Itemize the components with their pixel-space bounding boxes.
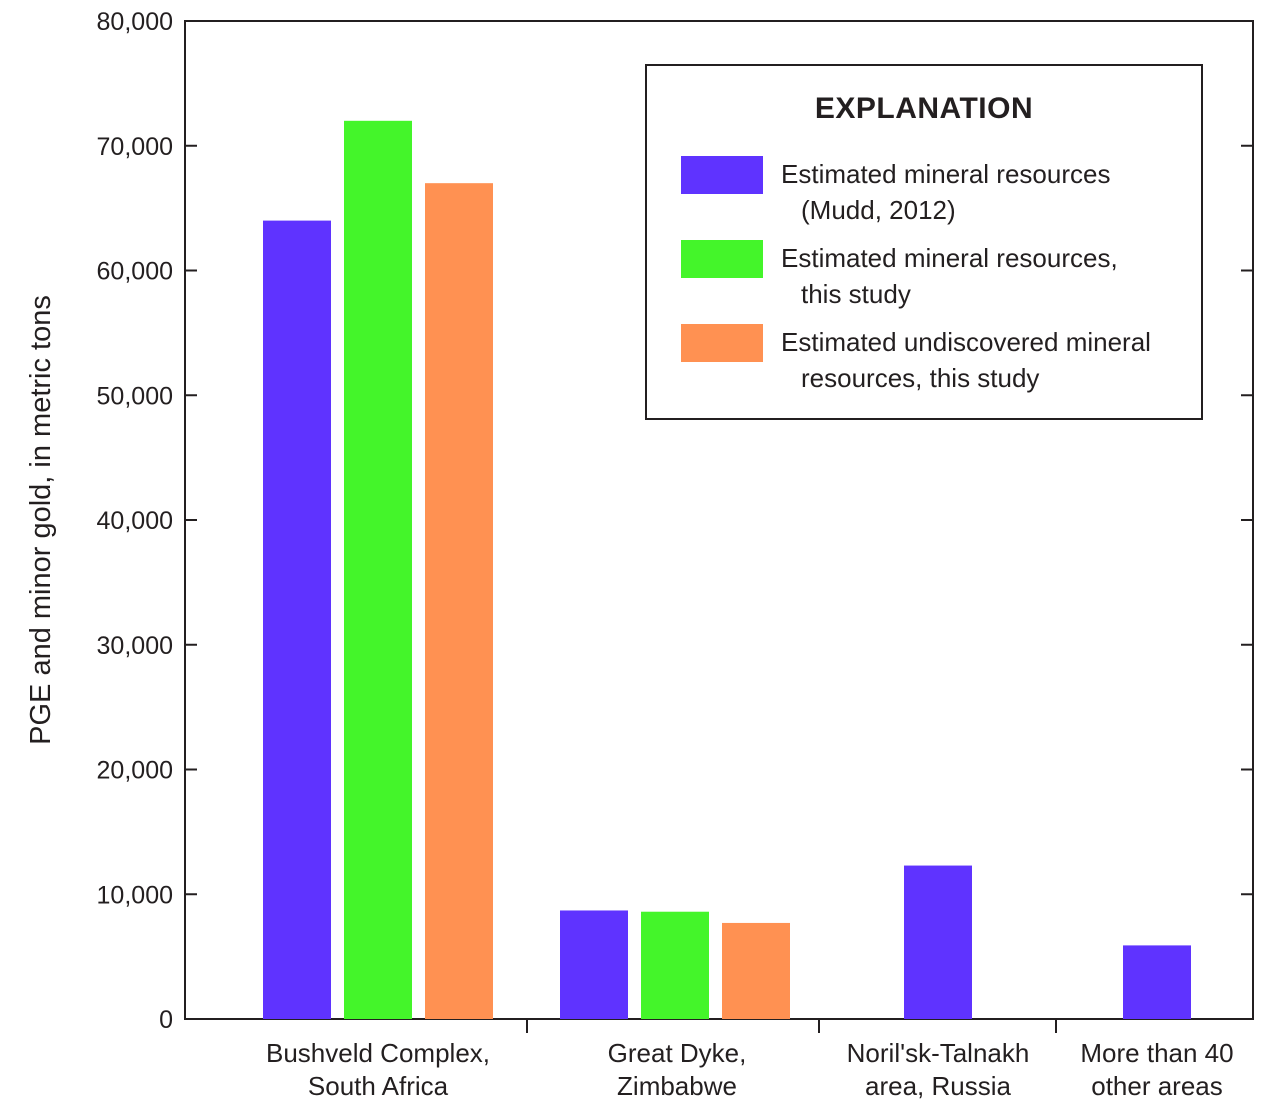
legend-label-line2: this study bbox=[801, 279, 911, 309]
x-category-label: Zimbabwe bbox=[617, 1071, 737, 1101]
legend: EXPLANATION Estimated mineral resources … bbox=[645, 64, 1203, 420]
y-axis-label: PGE and minor gold, in metric tons bbox=[25, 295, 57, 745]
y-tick-label: 50,000 bbox=[97, 382, 173, 410]
x-category-label: area, Russia bbox=[865, 1071, 1011, 1101]
y-tick-label: 80,000 bbox=[97, 8, 173, 36]
legend-swatch-undiscovered bbox=[681, 324, 763, 362]
y-tick-label: 0 bbox=[159, 1006, 173, 1034]
bar bbox=[904, 865, 972, 1019]
bar bbox=[560, 910, 628, 1019]
legend-label-line2: (Mudd, 2012) bbox=[801, 195, 956, 225]
y-tick-label: 20,000 bbox=[97, 757, 173, 785]
bar bbox=[425, 183, 493, 1020]
legend-label-line2: resources, this study bbox=[801, 363, 1040, 393]
legend-label-line1: Estimated mineral resources bbox=[781, 159, 1111, 189]
bar bbox=[344, 120, 412, 1020]
legend-label-line1: Estimated mineral resources, bbox=[781, 243, 1118, 273]
legend-title: EXPLANATION bbox=[814, 92, 1034, 125]
legend-swatch-resources-this-study bbox=[681, 240, 763, 278]
y-tick-label: 30,000 bbox=[97, 632, 173, 660]
legend-label-line1: Estimated undiscovered mineral bbox=[781, 327, 1151, 357]
x-category-label: More than 40 bbox=[1080, 1038, 1233, 1068]
legend-label-resources-this-study: Estimated mineral resources, this study bbox=[781, 240, 1201, 312]
x-category-label: South Africa bbox=[308, 1071, 449, 1101]
x-category-label: Noril'sk-Talnakh bbox=[847, 1038, 1030, 1068]
y-tick-label: 40,000 bbox=[97, 507, 173, 535]
x-category-label: other areas bbox=[1091, 1071, 1223, 1101]
legend-label-undiscovered: Estimated undiscovered mineral resources… bbox=[781, 324, 1201, 396]
y-tick-label: 10,000 bbox=[97, 881, 173, 909]
bar bbox=[641, 911, 709, 1019]
y-tick-label: 70,000 bbox=[97, 133, 173, 161]
bar bbox=[1123, 945, 1191, 1019]
x-category-label: Bushveld Complex, bbox=[266, 1038, 490, 1068]
legend-label-mudd: Estimated mineral resources (Mudd, 2012) bbox=[781, 156, 1201, 228]
y-tick-label: 60,000 bbox=[97, 258, 173, 286]
legend-swatch-mudd bbox=[681, 156, 763, 194]
x-category-label: Great Dyke, bbox=[608, 1038, 747, 1068]
bar bbox=[263, 220, 331, 1020]
bar bbox=[722, 922, 790, 1019]
